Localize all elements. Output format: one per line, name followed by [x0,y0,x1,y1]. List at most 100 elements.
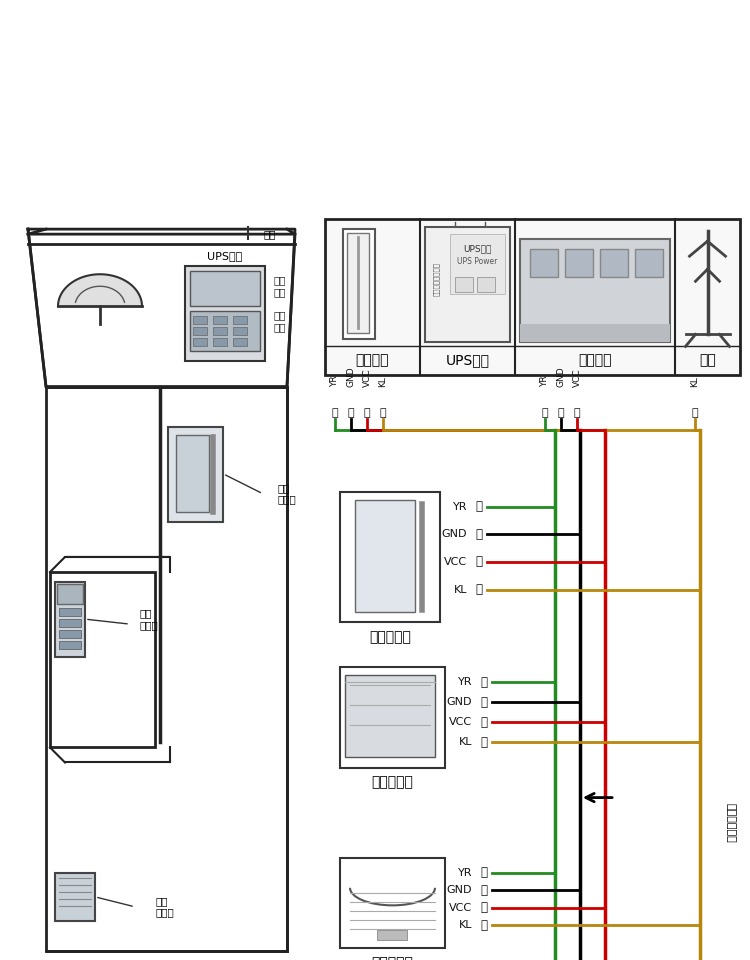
Bar [57,584,83,604]
Text: 黄: 黄 [692,408,698,418]
Text: VCC: VCC [448,717,472,728]
Bar [59,619,81,627]
Text: 红: 红 [364,408,370,418]
Text: 轿厢
通话器: 轿厢 通话器 [140,609,159,630]
Text: YR: YR [541,375,550,387]
Bar [185,266,265,362]
Text: 绿: 绿 [475,500,482,514]
Bar [213,339,227,347]
Text: GND: GND [346,366,355,387]
Bar [425,228,510,343]
Text: 机房电话: 机房电话 [356,353,389,368]
Bar [347,233,369,333]
Text: VCC: VCC [572,368,581,387]
Text: KL: KL [454,585,467,594]
Text: 轿顶通话器: 轿顶通话器 [369,630,411,644]
Text: KL: KL [458,737,472,748]
Text: YR: YR [458,678,472,687]
Bar [530,250,558,277]
Bar [340,492,440,622]
Bar [520,324,670,343]
Bar [450,234,505,295]
Bar [233,317,247,324]
Text: 红: 红 [475,556,482,568]
Bar [193,317,207,324]
Text: VCC: VCC [448,902,472,913]
Bar [190,311,260,351]
Bar [565,250,593,277]
Bar [193,327,207,335]
Text: VCC: VCC [444,557,467,567]
Bar [325,219,740,374]
Text: UPS电源: UPS电源 [463,245,491,253]
Text: 绿: 绿 [480,866,487,879]
Bar [233,339,247,347]
Bar [59,641,81,649]
Text: 黄: 黄 [480,919,487,932]
Text: 黄: 黄 [475,583,482,596]
Text: KL: KL [691,375,700,387]
Bar [343,229,375,340]
Text: UPS Power: UPS Power [457,256,497,266]
Bar [59,630,81,638]
Text: GND: GND [442,529,467,540]
Text: 黑线实为白线: 黑线实为白线 [725,803,735,843]
Text: 白: 白 [348,408,354,418]
Text: 底坑
通话器: 底坑 通话器 [155,896,174,918]
Text: 绿: 绿 [332,408,338,418]
Bar [176,435,209,512]
Bar [193,339,207,347]
Text: KL: KL [379,375,388,387]
Bar [455,277,473,292]
Text: YR: YR [452,502,467,512]
Text: YR: YR [458,868,472,877]
Bar [213,327,227,335]
Bar [55,873,95,921]
Text: GND: GND [446,885,472,896]
Text: 绿: 绿 [480,676,487,688]
Bar [520,239,670,343]
Bar [168,426,223,522]
Text: KL: KL [458,921,472,930]
Bar [477,277,495,292]
Text: 机房
分机: 机房 分机 [273,311,286,332]
Text: 天线: 天线 [263,229,275,239]
Text: UPS电源: UPS电源 [207,252,243,261]
Text: 白: 白 [558,408,564,418]
Text: 白: 白 [475,528,482,540]
Text: 无线对讲专用电器: 无线对讲专用电器 [433,262,439,297]
Text: 轿厢通话器: 轿厢通话器 [371,776,413,789]
Text: 机房分机: 机房分机 [578,353,612,368]
Bar [345,675,435,757]
Bar [59,608,81,616]
Bar [55,582,85,658]
Text: 底坑通话器: 底坑通话器 [371,956,413,960]
Text: GND: GND [556,366,566,387]
Text: GND: GND [446,697,472,708]
Bar [190,272,260,306]
Text: YR: YR [331,375,340,387]
Text: 轿顶
通话器: 轿顶 通话器 [278,483,297,505]
Text: 红: 红 [480,716,487,729]
Text: VCC: VCC [362,368,371,387]
Text: 天线: 天线 [699,353,715,368]
Text: 兼容四线五方接线图: 兼容四线五方接线图 [248,28,502,73]
Bar [600,250,628,277]
Text: 红: 红 [574,408,580,418]
Text: 绿: 绿 [542,408,548,418]
Bar [377,930,407,940]
Bar [50,572,155,748]
Bar [635,250,663,277]
Text: 机房
电话: 机房 电话 [273,276,286,297]
Text: 白: 白 [480,696,487,708]
Bar [340,857,445,948]
Bar [233,327,247,335]
Text: UPS电源: UPS电源 [446,353,490,368]
Text: 黄: 黄 [480,736,487,749]
Text: 黄: 黄 [380,408,386,418]
Text: 红: 红 [480,901,487,914]
Bar [340,667,445,767]
Bar [355,500,415,612]
Text: 白: 白 [480,884,487,897]
Bar [213,317,227,324]
